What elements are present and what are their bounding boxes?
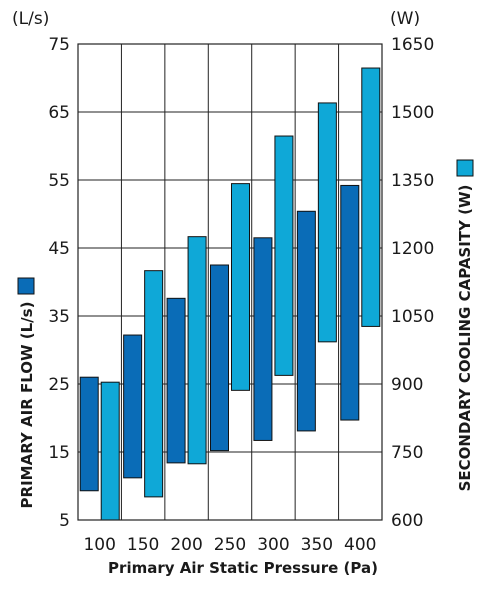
x-tick-label: 250	[214, 535, 246, 555]
right-tick-label: 900	[391, 375, 423, 395]
bar-secondary-cooling	[361, 67, 381, 327]
plot-frame	[77, 43, 383, 521]
x-axis-title: Primary Air Static Pressure (Pa)	[108, 559, 378, 577]
bar-secondary-cooling	[317, 102, 337, 343]
right-unit-label: (W)	[390, 9, 420, 29]
bar-secondary-cooling	[187, 236, 207, 465]
left-tick-label: 65	[48, 103, 70, 123]
left-axis-title: PRIMARY AIR FLOW (L/s)	[18, 302, 36, 509]
bar-secondary-cooling	[274, 135, 294, 376]
bar-primary-air-flow	[166, 297, 186, 464]
bar-secondary-cooling	[100, 381, 120, 521]
right-tick-label: 1650	[391, 35, 434, 55]
right-tick-label: 600	[391, 511, 423, 531]
bar-secondary-cooling	[144, 270, 164, 498]
x-tick-label: 350	[301, 535, 333, 555]
right-tick-label: 1350	[391, 171, 434, 191]
bar-primary-air-flow	[123, 334, 143, 479]
x-tick-label: 100	[83, 535, 115, 555]
bar-secondary-cooling	[231, 183, 250, 391]
right-tick-label: 1200	[391, 239, 434, 259]
right-tick-label: 1050	[391, 307, 434, 327]
x-tick-label: 150	[127, 535, 159, 555]
bar-primary-air-flow	[210, 264, 229, 452]
left-tick-label: 45	[48, 239, 70, 259]
left-tick-label: 25	[48, 375, 70, 395]
left-tick-label: 5	[59, 511, 70, 531]
left-tick-label: 35	[48, 307, 70, 327]
left-ticks: 5 15 25 35 45 55 65 75	[48, 35, 70, 531]
x-tick-label: 300	[257, 535, 289, 555]
left-legend-swatch	[17, 277, 35, 295]
right-axis-title: SECONDARY COOLING CAPASITY (W)	[456, 185, 474, 492]
bar-primary-air-flow	[340, 184, 360, 421]
left-unit-label: (L/s)	[12, 9, 49, 29]
right-tick-label: 1500	[391, 103, 434, 123]
bar-primary-air-flow	[253, 237, 273, 441]
bar-primary-air-flow	[296, 210, 316, 432]
x-tick-label: 200	[170, 535, 202, 555]
left-tick-label: 75	[48, 35, 70, 55]
left-tick-label: 15	[48, 443, 70, 463]
right-ticks: 600 750 900 1050 1200 1350 1500 1650	[391, 35, 434, 531]
bars	[79, 67, 381, 521]
right-tick-label: 750	[391, 443, 423, 463]
x-tick-label: 400	[344, 535, 376, 555]
bar-primary-air-flow	[79, 376, 99, 492]
x-ticks: 100 150 200 250 300 350 400	[83, 535, 376, 555]
right-legend-swatch	[456, 159, 474, 177]
grid	[78, 43, 382, 521]
left-tick-label: 55	[48, 171, 70, 191]
